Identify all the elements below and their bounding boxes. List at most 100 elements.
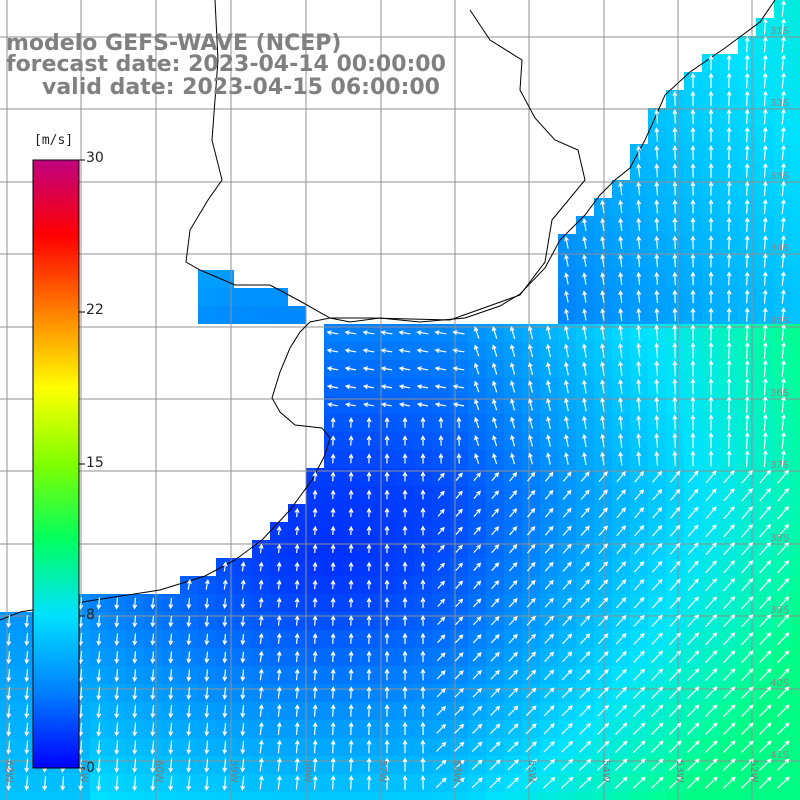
speed-cell (234, 306, 252, 324)
wind-arrow (398, 348, 411, 354)
wind-arrow (455, 616, 464, 626)
wind-arrow (722, 758, 736, 771)
wind-arrow (618, 342, 623, 358)
wind-arrow (759, 614, 772, 628)
wind-arrow (708, 253, 714, 268)
wind-arrow (326, 330, 339, 336)
wind-arrow (366, 597, 372, 608)
wind-arrow (744, 307, 750, 322)
wind-arrow (132, 704, 138, 719)
wind-arrow (366, 704, 372, 717)
wind-arrow (186, 598, 192, 610)
wind-arrow (96, 615, 102, 628)
wind-arrow (758, 758, 772, 771)
wind-arrow (708, 341, 714, 359)
speed-cell (630, 792, 648, 800)
wind-arrow (258, 775, 264, 790)
speed-cell (216, 792, 234, 800)
wind-arrow (744, 253, 750, 268)
wind-arrow (741, 488, 753, 502)
wind-arrow (330, 543, 336, 553)
wind-arrow (416, 384, 429, 390)
wind-arrow (132, 758, 138, 773)
wind-arrow (668, 740, 682, 754)
wind-arrow (615, 668, 627, 681)
wind-arrow (777, 560, 790, 574)
wind-arrow (705, 470, 717, 484)
wind-arrow (744, 162, 750, 178)
wind-arrow (509, 544, 518, 554)
wind-arrow (744, 126, 750, 143)
wind-arrow (96, 740, 102, 755)
wind-arrow (686, 704, 700, 718)
speed-cell (792, 0, 800, 18)
wind-arrow (348, 668, 354, 681)
wind-arrow (634, 489, 645, 501)
wind-arrow (474, 416, 480, 429)
wind-arrow (564, 433, 569, 447)
wind-arrow (384, 507, 390, 518)
wind-arrow (543, 723, 555, 735)
wind-arrow (455, 526, 463, 535)
wind-arrow (96, 775, 102, 792)
wind-arrow (564, 308, 569, 321)
wind-arrow (723, 578, 736, 592)
wind-arrow (294, 597, 300, 608)
wind-arrow (690, 323, 696, 341)
wind-arrow (222, 722, 228, 737)
title-model: modelo GEFS-WAVE (NCEP) (6, 31, 342, 56)
wind-arrow (204, 705, 210, 719)
wind-arrow (726, 72, 732, 89)
wind-arrow (762, 54, 768, 71)
wind-arrow (744, 413, 750, 432)
wind-arrow (672, 199, 678, 214)
wind-arrow (744, 323, 750, 342)
wind-arrow (598, 561, 609, 573)
wind-arrow (672, 163, 678, 178)
wind-arrow (24, 650, 30, 665)
wind-arrow (437, 544, 445, 553)
lon-label: 55W (526, 760, 537, 783)
wind-arrow (454, 652, 464, 662)
wind-arrow (473, 472, 481, 482)
wind-arrow (654, 432, 660, 448)
wind-arrow (366, 507, 372, 518)
wind-arrow (384, 615, 390, 626)
wind-arrow (312, 489, 318, 500)
wind-arrow (598, 597, 609, 609)
wind-arrow (600, 433, 605, 448)
wind-arrow (562, 561, 572, 572)
wind-arrow (654, 414, 660, 431)
wind-arrow (651, 578, 663, 591)
wind-arrow (654, 199, 660, 214)
wind-arrow (618, 235, 624, 250)
speed-cell (180, 792, 198, 800)
wind-arrow (690, 396, 696, 413)
speed-cell (792, 648, 800, 666)
colorbar-tick-22: 22 (86, 302, 104, 318)
wind-arrow (618, 397, 623, 412)
wind-arrow (362, 330, 375, 336)
speed-cell (504, 792, 522, 800)
wind-arrow (582, 433, 587, 448)
wind-arrow (24, 615, 30, 629)
wind-arrow (526, 597, 536, 608)
wind-arrow (525, 759, 538, 771)
speed-cell (792, 666, 800, 684)
wind-arrow (362, 366, 375, 372)
wind-arrow (186, 758, 192, 773)
wind-arrow (348, 739, 354, 754)
wind-arrow (562, 525, 572, 536)
wind-arrow (114, 597, 120, 610)
wind-arrow (708, 181, 714, 196)
wind-arrow (654, 289, 660, 304)
wind-arrow (726, 432, 732, 449)
wind-arrow (618, 253, 624, 267)
wind-arrow (723, 488, 735, 502)
lon-label: 60W (153, 760, 164, 783)
wind-arrow (668, 722, 682, 736)
wind-arrow (544, 507, 554, 518)
wind-arrow (668, 758, 682, 771)
wind-arrow (96, 686, 102, 701)
wind-arrow (132, 633, 138, 646)
